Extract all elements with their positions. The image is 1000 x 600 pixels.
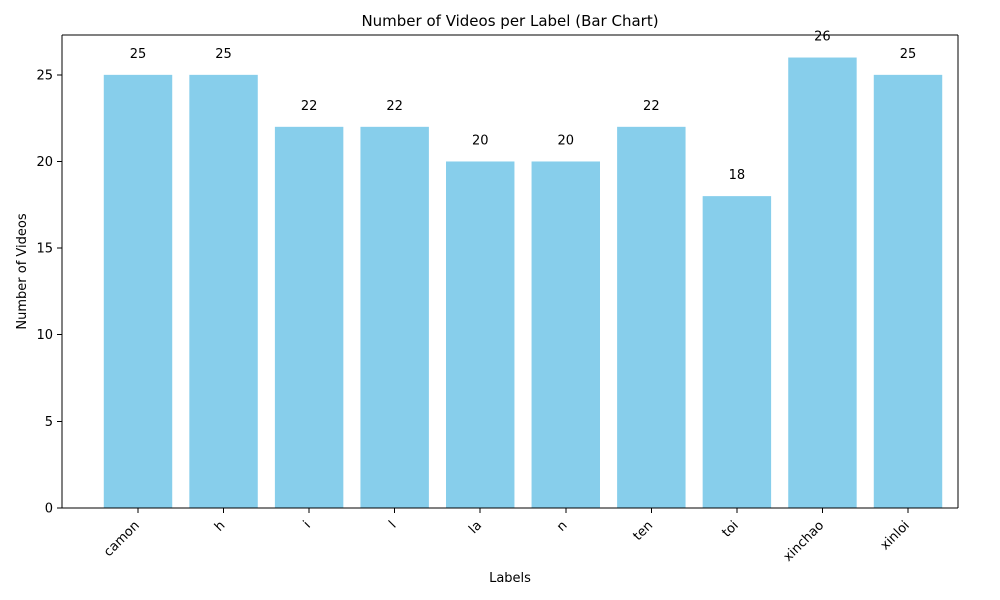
bar-l	[360, 126, 429, 509]
y-tick-label-20: 20	[36, 155, 53, 170]
x-tick-label-l: l	[386, 518, 399, 531]
data-label-h: 25	[215, 47, 232, 62]
bar-h	[189, 74, 258, 508]
data-label-ten: 22	[643, 99, 660, 114]
x-tick-label-toi: toi	[719, 518, 741, 540]
bar-la	[446, 161, 515, 508]
data-labels-layer: 25 25 22 22 20 20 22 18 26 25	[130, 30, 917, 184]
chart-title: Number of Videos per Label (Bar Chart)	[361, 12, 658, 30]
x-tick-label-n: n	[554, 518, 570, 534]
y-tick-label-0: 0	[45, 502, 53, 517]
bar-camon	[103, 74, 173, 508]
data-label-n: 20	[558, 133, 575, 148]
bar-xinchao	[788, 57, 857, 509]
bar-i	[274, 126, 344, 509]
x-tick-label-xinchao: xinchao	[781, 518, 828, 565]
y-tick-label-25: 25	[36, 68, 53, 83]
bar-n	[531, 161, 600, 508]
data-label-xinchao: 26	[814, 30, 831, 45]
data-label-l: 22	[386, 99, 403, 114]
x-axis-title: Labels	[489, 571, 531, 586]
bars-layer	[103, 57, 943, 509]
x-tick-label-ten: ten	[630, 518, 656, 544]
y-tick-label-5: 5	[45, 415, 53, 430]
data-label-xinloi: 25	[900, 47, 917, 62]
data-label-la: 20	[472, 133, 489, 148]
y-tick-label-10: 10	[36, 328, 53, 343]
data-label-toi: 18	[729, 168, 746, 183]
x-tick-label-xinloi: xinloi	[878, 518, 913, 553]
x-ticks-layer: camon h i l la n ten toi xinchao xinloi	[101, 508, 913, 565]
bar-toi	[702, 196, 772, 508]
x-tick-label-i: i	[301, 518, 314, 531]
x-tick-label-h: h	[212, 518, 228, 534]
data-label-i: 22	[301, 99, 318, 114]
bar-ten	[617, 126, 686, 509]
y-ticks-layer: 0 5 10 15 20 25	[36, 68, 62, 517]
y-axis-title: Number of Videos	[15, 213, 30, 329]
x-tick-label-camon: camon	[101, 518, 143, 560]
x-tick-label-la: la	[466, 518, 485, 537]
y-tick-label-15: 15	[36, 242, 53, 257]
data-label-camon: 25	[130, 47, 147, 62]
bar-xinloi	[873, 74, 943, 508]
